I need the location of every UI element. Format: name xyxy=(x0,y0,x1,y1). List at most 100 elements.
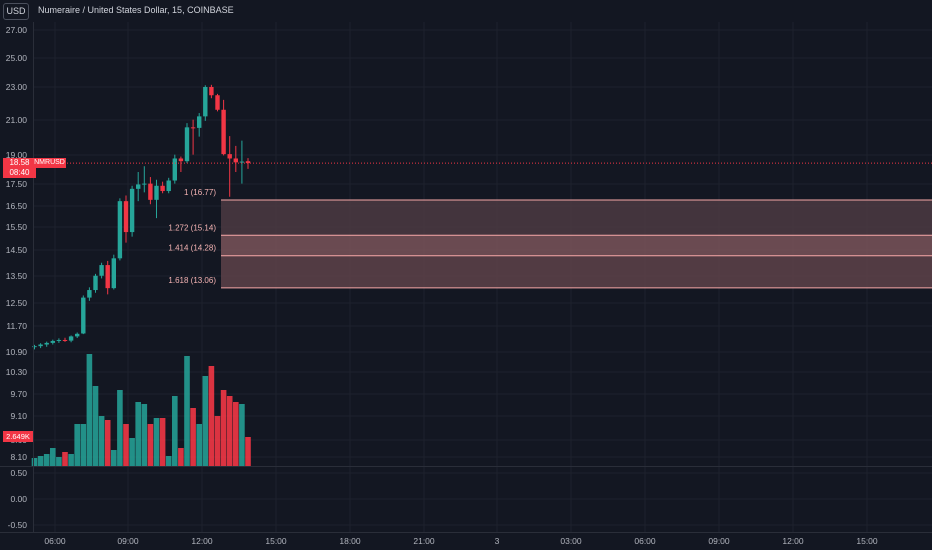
volume-bar xyxy=(196,424,202,466)
volume-bars xyxy=(31,354,251,466)
time-tick-label: 09:00 xyxy=(708,536,730,546)
candle-body xyxy=(99,265,104,276)
candle-body xyxy=(136,184,141,189)
volume-bar xyxy=(129,438,135,466)
price-tick-label: 17.50 xyxy=(6,179,28,189)
candle-body xyxy=(184,127,190,162)
volume-bar xyxy=(86,354,93,466)
volume-bar xyxy=(172,396,178,466)
current-volume-badge: 2.649K xyxy=(3,431,33,442)
candlesticks[interactable] xyxy=(32,84,251,350)
volume-bar xyxy=(135,402,141,466)
volume-bar xyxy=(123,424,129,466)
price-tick-label: 19.00 xyxy=(6,150,28,160)
price-tick-label: 23.00 xyxy=(6,82,28,92)
current-price-badge: 18.58 08:40 xyxy=(3,158,36,178)
volume-bar xyxy=(233,402,239,466)
price-tick-label: 21.00 xyxy=(6,115,28,125)
volume-bar xyxy=(153,418,160,466)
volume-bar xyxy=(80,424,87,466)
candle-body xyxy=(233,158,238,163)
volume-bar xyxy=(208,366,215,466)
volume-bar xyxy=(74,424,80,466)
candle-body xyxy=(178,158,184,162)
volume-bar xyxy=(178,448,184,466)
volume-bar xyxy=(245,437,251,466)
candle-body xyxy=(203,87,208,117)
volume-bar xyxy=(141,404,148,466)
price-tick-label: 8.10 xyxy=(10,452,27,462)
fib-zone xyxy=(221,255,932,288)
fib-level-label: 1.618 (13.06) xyxy=(168,276,216,285)
fib-zone xyxy=(221,235,932,256)
price-tick-label: 16.50 xyxy=(6,201,28,211)
time-tick-label: 12:00 xyxy=(191,536,213,546)
candle-body xyxy=(44,342,49,345)
bar-countdown: 08:40 xyxy=(9,168,30,177)
candle-body xyxy=(221,109,226,155)
candle-body xyxy=(172,158,177,181)
time-tick-label: 15:00 xyxy=(265,536,287,546)
fib-level-label: 1.414 (14.28) xyxy=(168,244,216,253)
time-tick-label: 03:00 xyxy=(560,536,582,546)
price-tick-label: 13.50 xyxy=(6,271,28,281)
current-price-value: 18.58 xyxy=(9,158,30,167)
time-tick-label: 18:00 xyxy=(339,536,361,546)
candle-body xyxy=(111,258,116,289)
candle-body xyxy=(227,154,232,159)
time-tick-label: 3 xyxy=(495,536,500,546)
volume-bar xyxy=(104,420,111,466)
time-axis[interactable]: 06:00 09:00 12:00 15:00 18:00 21:00 3 03:00 06:0… xyxy=(0,532,932,547)
currency-button[interactable]: USD xyxy=(3,3,29,20)
volume-scale[interactable]: 0.50 0.00 -0.50 xyxy=(8,468,28,530)
candle-body xyxy=(117,201,123,259)
candle-body xyxy=(245,161,251,164)
price-tick-label: 9.70 xyxy=(10,389,27,399)
fibonacci-extension[interactable]: 1 (16.77) 1.272 (15.14) 1.414 (14.28) 1.618… xyxy=(168,188,932,289)
time-tick-label: 21:00 xyxy=(413,536,435,546)
volume-bar xyxy=(111,450,117,466)
time-tick-label: 06:00 xyxy=(634,536,656,546)
price-tick-label: 14.50 xyxy=(6,245,28,255)
chart-header: USD Numeraire / United States Dollar, 15… xyxy=(0,0,932,22)
price-tick-label: 25.00 xyxy=(6,53,28,63)
volume-tick-label: -0.50 xyxy=(8,520,28,530)
fib-level-label: 1 (16.77) xyxy=(184,188,216,197)
volume-bar xyxy=(50,448,56,466)
candle-body xyxy=(123,201,129,233)
volume-bar xyxy=(117,390,123,466)
volume-bar xyxy=(239,404,245,466)
candle-body xyxy=(154,185,159,200)
volume-bar xyxy=(62,452,68,466)
candle-body xyxy=(105,265,110,289)
candle-body xyxy=(93,275,98,291)
volume-bar xyxy=(98,416,105,466)
candle-body xyxy=(142,183,147,185)
candle-body xyxy=(62,339,68,341)
candle-body xyxy=(197,116,202,128)
volume-bar xyxy=(31,458,38,466)
volume-bar xyxy=(190,408,196,466)
candle-body xyxy=(32,346,37,348)
candle-body xyxy=(190,127,196,129)
volume-tick-label: 0.50 xyxy=(10,468,27,478)
time-tick-label: 06:00 xyxy=(44,536,66,546)
candle-body xyxy=(160,185,165,192)
volume-bar xyxy=(92,386,99,466)
candle-body xyxy=(87,290,92,298)
volume-tick-label: 0.00 xyxy=(10,494,27,504)
volume-bar xyxy=(214,416,221,466)
price-tick-label: 9.10 xyxy=(10,411,27,421)
candle-body xyxy=(148,183,153,200)
candle-body xyxy=(209,87,214,96)
volume-bar xyxy=(56,457,62,466)
candle-body xyxy=(75,333,80,337)
time-tick-label: 15:00 xyxy=(856,536,878,546)
volume-bar xyxy=(43,454,50,466)
price-tick-label: 15.50 xyxy=(6,222,28,232)
volume-bar xyxy=(165,456,172,466)
volume-bar xyxy=(68,454,74,466)
price-tick-label: 27.00 xyxy=(6,25,28,35)
candle-body xyxy=(166,180,171,192)
